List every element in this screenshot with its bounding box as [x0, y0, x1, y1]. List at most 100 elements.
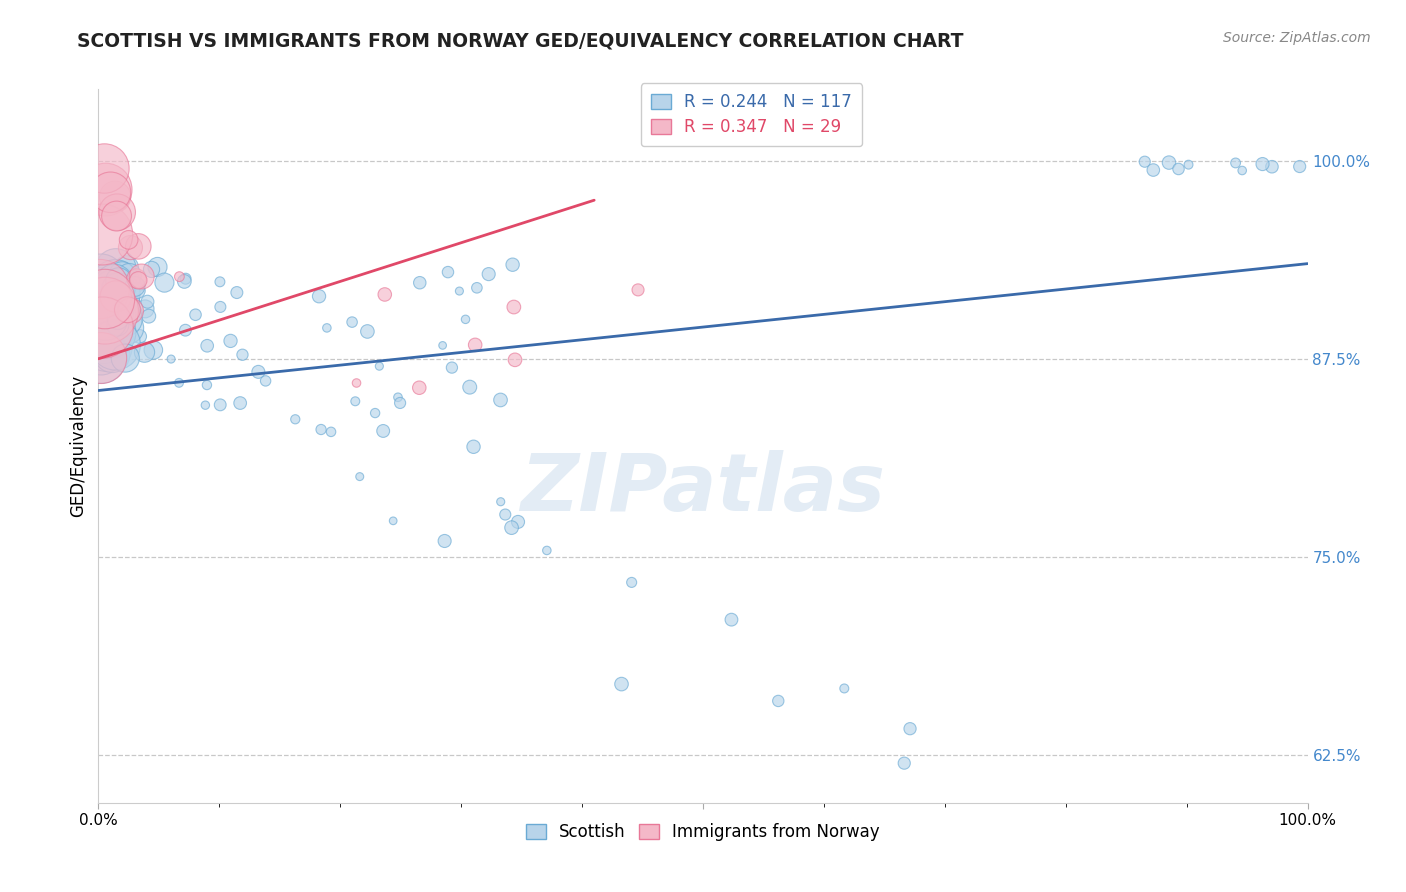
Point [93, 336, 115, 351]
Point [458, 380, 481, 394]
Point [389, 396, 412, 410]
Point [209, 300, 232, 314]
Point [94, 303, 117, 318]
Point [409, 276, 432, 290]
Point [136, 294, 159, 309]
Point [104, 190, 127, 204]
Point [464, 338, 486, 352]
Point [319, 425, 342, 439]
Point [97, 319, 120, 334]
Point [94, 311, 117, 326]
Point [134, 301, 156, 316]
Point [356, 325, 378, 339]
Point [111, 268, 134, 282]
Point [194, 398, 217, 412]
Point [536, 543, 558, 558]
Point [284, 412, 307, 426]
Point [131, 269, 153, 284]
Point [169, 269, 191, 284]
Point [898, 722, 921, 736]
Point [309, 423, 332, 437]
Point [125, 271, 148, 285]
Point [91, 227, 114, 242]
Point [1288, 160, 1310, 174]
Point [463, 440, 485, 454]
Point [94, 292, 117, 306]
Point [127, 273, 149, 287]
Point [160, 352, 183, 367]
Point [768, 694, 790, 708]
Point [1157, 155, 1180, 169]
Point [101, 348, 124, 362]
Y-axis label: GED/Equivalency: GED/Equivalency [69, 375, 87, 517]
Point [247, 365, 270, 379]
Point [90, 347, 112, 361]
Point [128, 329, 150, 343]
Point [104, 287, 127, 301]
Point [110, 306, 132, 320]
Point [141, 262, 163, 277]
Point [174, 323, 197, 337]
Point [506, 515, 529, 529]
Point [449, 284, 471, 298]
Point [112, 295, 135, 310]
Point [104, 289, 127, 303]
Point [89, 282, 111, 296]
Point [111, 308, 134, 322]
Point [90, 351, 112, 365]
Point [1142, 163, 1164, 178]
Point [118, 233, 141, 247]
Point [142, 343, 165, 357]
Point [229, 396, 252, 410]
Point [91, 320, 114, 334]
Point [110, 276, 132, 290]
Point [98, 326, 121, 340]
Point [501, 521, 523, 535]
Point [720, 613, 742, 627]
Point [114, 312, 136, 326]
Point [146, 260, 169, 274]
Point [120, 304, 142, 318]
Point [110, 289, 132, 303]
Point [489, 494, 512, 508]
Point [620, 575, 643, 590]
Point [254, 374, 277, 388]
Point [107, 318, 129, 332]
Point [184, 308, 207, 322]
Point [440, 360, 463, 375]
Point [373, 424, 395, 438]
Point [1251, 157, 1274, 171]
Point [96, 302, 118, 317]
Point [117, 302, 139, 317]
Point [121, 305, 143, 319]
Text: Source: ZipAtlas.com: Source: ZipAtlas.com [1223, 31, 1371, 45]
Point [127, 239, 149, 253]
Point [134, 345, 156, 359]
Point [107, 283, 129, 297]
Point [494, 508, 516, 522]
Point [225, 285, 247, 300]
Point [1230, 163, 1253, 178]
Point [100, 186, 122, 200]
Point [124, 279, 146, 293]
Point [112, 286, 135, 301]
Point [465, 281, 488, 295]
Point [108, 285, 131, 299]
Point [308, 289, 330, 303]
Point [174, 271, 197, 285]
Point [110, 322, 132, 336]
Point [478, 267, 501, 281]
Point [437, 265, 460, 279]
Text: SCOTTISH VS IMMIGRANTS FROM NORWAY GED/EQUIVALENCY CORRELATION CHART: SCOTTISH VS IMMIGRANTS FROM NORWAY GED/E… [77, 31, 965, 50]
Point [832, 681, 855, 696]
Point [138, 309, 160, 323]
Point [195, 339, 218, 353]
Point [93, 161, 115, 176]
Point [94, 183, 117, 197]
Point [503, 352, 526, 367]
Point [893, 756, 915, 771]
Point [153, 276, 176, 290]
Point [502, 300, 524, 314]
Point [107, 274, 129, 288]
Point [374, 287, 396, 301]
